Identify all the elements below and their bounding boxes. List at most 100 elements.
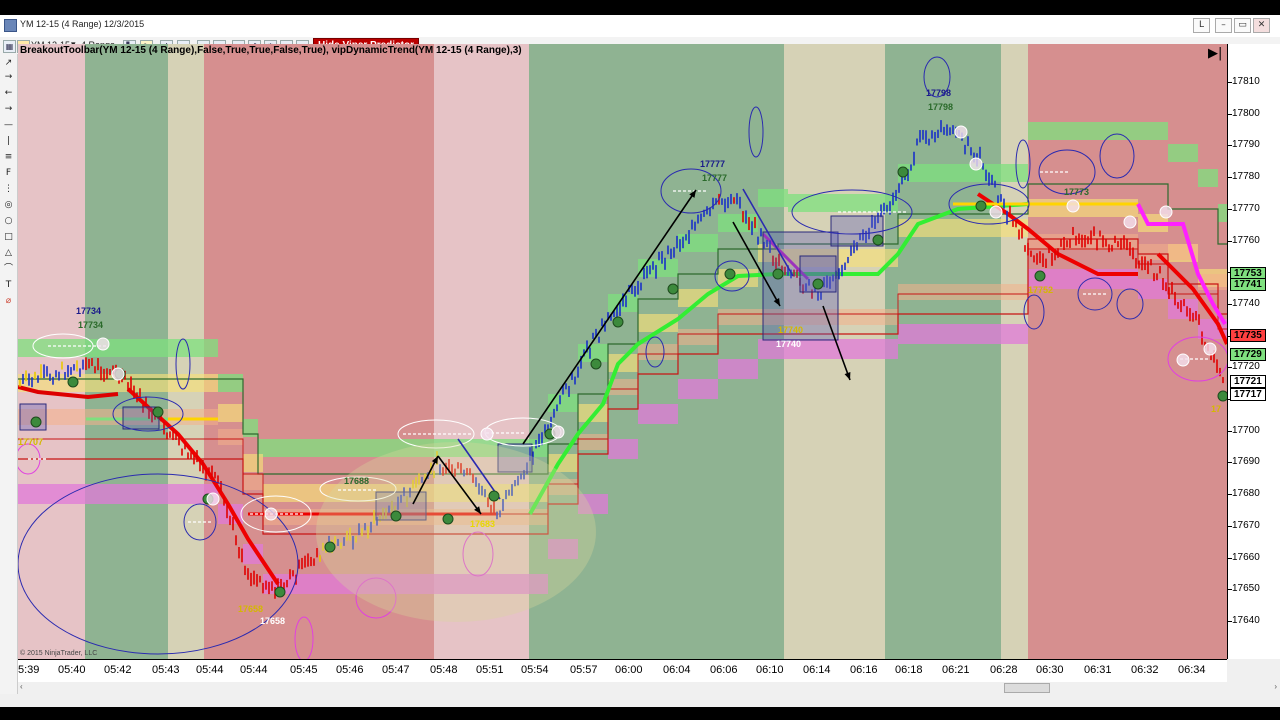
time-tick-label: 06:21	[942, 664, 970, 676]
swing-dot	[390, 510, 402, 522]
signal-dot	[1176, 353, 1190, 367]
annotation-ellipse	[462, 531, 494, 577]
scroll-to-end-icon[interactable]: ▶|	[1208, 46, 1223, 61]
grid-icon[interactable]: ▦	[3, 40, 16, 53]
fib-circle-tool-icon[interactable]: ◎	[4, 200, 13, 210]
ray-tool-icon[interactable]: →	[4, 104, 13, 114]
scroll-right-arrow-icon[interactable]: ›	[1274, 682, 1277, 691]
low-label: 17658	[238, 604, 264, 614]
trend-arrow	[522, 189, 697, 445]
high-label: 17798	[926, 88, 952, 98]
annotation-ellipse	[923, 56, 951, 98]
fibonacci-tool-icon[interactable]: F	[5, 168, 12, 178]
price-label: 17752	[1028, 285, 1054, 295]
annotation-ellipse	[714, 260, 750, 292]
price-tick-label: 17670	[1232, 519, 1260, 531]
swing-dot	[872, 234, 884, 246]
time-tick-label: 06:06	[710, 664, 738, 676]
time-tick-label: 05:42	[104, 664, 132, 676]
price-tick	[1228, 557, 1232, 559]
minimize-button[interactable]: –	[1215, 18, 1232, 33]
chart-canvas[interactable]	[18, 44, 1227, 659]
annotation-ellipse	[1015, 139, 1031, 189]
vertical-line-tool-icon[interactable]: |	[6, 136, 11, 146]
arrowhead	[474, 506, 481, 514]
rectangle-tool-icon[interactable]: □	[4, 232, 13, 242]
scroll-left-arrow-icon[interactable]: ‹	[20, 682, 23, 691]
price-label: 17688	[344, 476, 370, 486]
indicator-title: BreakoutToolbar(YM 12-15 (4 Range),False…	[20, 45, 522, 56]
annotation-ellipse	[355, 577, 397, 619]
signal-dot	[206, 492, 220, 506]
drawing-tools-bar: ↗ → ← → — | ≡ F ⋮ ◎ ○ □ △ ⌒ T ⌀	[0, 54, 18, 694]
time-tick-label: 06:34	[1178, 664, 1206, 676]
maximize-button[interactable]: ▭	[1234, 18, 1251, 33]
price-tick	[1228, 525, 1232, 527]
trend-zone-background	[885, 44, 1001, 659]
annotation-ellipse	[1023, 294, 1045, 330]
arc-tool-icon[interactable]: ⌒	[3, 264, 13, 274]
close-button[interactable]: ✕	[1253, 18, 1270, 33]
annotation-ellipse	[1038, 149, 1096, 195]
dynamic-trend-red	[126, 387, 280, 586]
price-tick-label: 17660	[1232, 551, 1260, 563]
ellipse-tool-icon[interactable]: ○	[4, 216, 13, 226]
price-tick	[1228, 240, 1232, 242]
trend-line-blue	[742, 188, 794, 277]
text-tool-icon[interactable]: T	[5, 280, 12, 290]
time-tick-label: 05:44	[196, 664, 224, 676]
low-label-white: 17658	[260, 616, 286, 626]
price-tick-label: 17790	[1232, 139, 1260, 151]
swing-dot	[30, 416, 42, 428]
time-tick-label: 06:31	[1084, 664, 1112, 676]
annotation-ellipse	[294, 616, 314, 659]
time-tick-label: 05:51	[476, 664, 504, 676]
last-price-badge: 17729	[1230, 348, 1266, 361]
time-axis[interactable]: 5:39 05:40 05:42 05:43 05:44 05:44 05:45 05:46 0…	[18, 659, 1227, 682]
time-tick-label: 06:18	[895, 664, 923, 676]
trend-zone-background	[434, 44, 529, 659]
arrow-right-tool-icon[interactable]: →	[4, 72, 13, 82]
app-icon	[4, 19, 17, 32]
swing-dot	[324, 541, 336, 553]
time-tick-label: 06:30	[1036, 664, 1064, 676]
dynamic-trend-magenta	[1136, 203, 1227, 326]
link-button[interactable]: L	[1193, 18, 1210, 33]
annotation-ellipse	[1116, 288, 1144, 320]
high-sub-label: 17777	[702, 173, 728, 183]
remove-drawings-icon[interactable]: ⌀	[5, 296, 12, 306]
swing-dot	[975, 200, 987, 212]
swing-dot	[612, 316, 624, 328]
price-chart-panel[interactable]: BreakoutToolbar(YM 12-15 (4 Range),False…	[18, 44, 1227, 659]
price-tick	[1228, 177, 1232, 179]
swing-dot	[724, 268, 736, 280]
trend-zone-background	[1001, 44, 1028, 659]
annotation-ellipse	[175, 338, 191, 390]
price-label: 17740	[778, 325, 804, 335]
high-label: 17734	[76, 306, 102, 316]
annotation-ellipse	[112, 396, 184, 432]
annotation-ellipse	[645, 336, 665, 368]
price-tick	[1228, 494, 1232, 496]
horizontal-line-tool-icon[interactable]: —	[4, 120, 13, 130]
channel-tool-icon[interactable]: ≡	[4, 152, 13, 162]
signal-dot	[1123, 215, 1137, 229]
time-tick-label: 05:44	[240, 664, 268, 676]
arrow-left-tool-icon[interactable]: ←	[4, 88, 13, 98]
signal-dot	[954, 125, 968, 139]
scrollbar-thumb[interactable]	[1004, 683, 1050, 693]
horizontal-scrollbar[interactable]: ‹ ›	[18, 682, 1280, 693]
price-tick	[1228, 208, 1232, 210]
price-axis[interactable]: 1781017800177901778017770177601775017740…	[1227, 44, 1280, 659]
arrowhead	[773, 298, 780, 306]
price-tick	[1228, 620, 1232, 622]
fib-extension-tool-icon[interactable]: ⋮	[4, 184, 13, 194]
triangle-tool-icon[interactable]: △	[5, 248, 12, 258]
price-label: 17707	[18, 437, 44, 447]
swing-dot	[772, 268, 784, 280]
annotation-ellipse	[1099, 133, 1135, 179]
time-tick-label: 05:57	[570, 664, 598, 676]
price-tick	[1228, 82, 1232, 83]
trend-arrow	[412, 455, 439, 505]
pointer-tool-icon[interactable]: ↗	[4, 58, 13, 68]
